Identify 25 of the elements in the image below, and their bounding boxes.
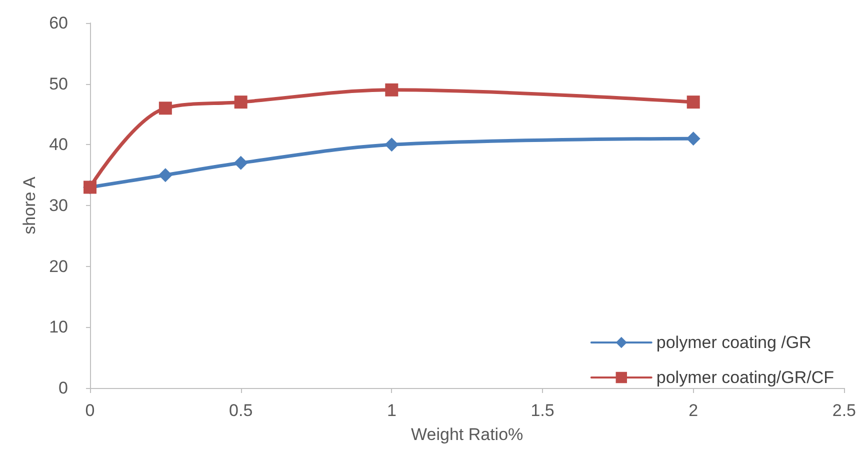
y-tick-label: 40: [49, 135, 68, 154]
x-tick-label: 1.5: [530, 401, 554, 420]
x-tick-label: 1: [386, 401, 396, 420]
y-tick-label: 10: [49, 318, 68, 337]
x-tick-label: 2: [688, 401, 698, 420]
y-tick-label: 20: [49, 256, 68, 276]
x-axis-title: Weight Ratio%: [411, 425, 524, 444]
y-tick-label: 0: [58, 378, 68, 398]
point: [234, 96, 248, 109]
legend-label: polymer coating /GR: [656, 333, 812, 352]
point: [686, 96, 700, 109]
y-axis-title: shore A: [20, 176, 39, 234]
point: [385, 83, 398, 96]
point: [686, 132, 700, 146]
x-tick-label: 0.5: [229, 401, 253, 420]
y-tick-label: 60: [49, 14, 68, 32]
legend-label: polymer coating/GR/CF: [656, 368, 834, 387]
y-tick-label: 50: [49, 74, 68, 94]
point: [158, 168, 172, 182]
point: [158, 102, 172, 115]
x-tick-label: 2.5: [832, 401, 856, 420]
point: [234, 156, 248, 170]
y-tick-label: 30: [49, 196, 68, 215]
point: [384, 138, 399, 152]
x-tick-label: 0: [85, 401, 95, 420]
